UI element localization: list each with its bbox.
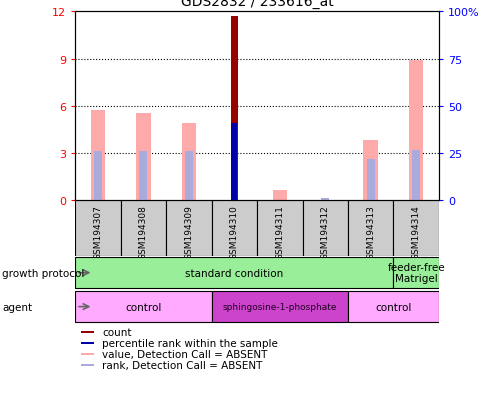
Bar <box>80 332 94 333</box>
Text: feeder-free
Matrigel: feeder-free Matrigel <box>387 262 444 284</box>
Bar <box>272 191 287 200</box>
Text: GSM194309: GSM194309 <box>184 205 193 259</box>
Text: GSM194307: GSM194307 <box>93 205 102 259</box>
Bar <box>393 200 438 256</box>
Text: GSM194308: GSM194308 <box>138 205 148 259</box>
Bar <box>411 150 420 200</box>
Text: percentile rank within the sample: percentile rank within the sample <box>102 338 278 348</box>
Bar <box>347 200 393 256</box>
Bar <box>393 258 438 288</box>
Text: standard condition: standard condition <box>185 268 283 278</box>
Bar <box>211 200 257 256</box>
Text: control: control <box>375 302 411 312</box>
Bar <box>121 200 166 256</box>
Bar <box>347 292 438 322</box>
Text: count: count <box>102 328 132 337</box>
Bar <box>75 292 211 322</box>
Bar <box>93 152 102 200</box>
Bar <box>363 141 377 200</box>
Bar <box>231 123 237 200</box>
Bar <box>166 200 211 256</box>
Bar <box>139 152 147 200</box>
Bar <box>75 258 393 288</box>
Text: value, Detection Call = ABSENT: value, Detection Call = ABSENT <box>102 349 267 359</box>
Bar <box>184 152 193 200</box>
Bar <box>80 364 94 366</box>
Bar <box>136 114 151 200</box>
Bar <box>408 61 423 200</box>
Bar <box>366 159 374 200</box>
Bar <box>320 199 329 200</box>
Text: sphingosine-1-phosphate: sphingosine-1-phosphate <box>222 302 336 311</box>
Bar <box>302 200 347 256</box>
Text: GSM194312: GSM194312 <box>320 205 329 259</box>
Text: control: control <box>125 302 161 312</box>
Bar <box>230 17 238 200</box>
Bar <box>91 111 105 200</box>
Bar <box>211 292 347 322</box>
Text: agent: agent <box>2 302 32 312</box>
Bar <box>75 200 121 256</box>
Text: GSM194313: GSM194313 <box>365 205 375 259</box>
Title: GDS2832 / 233616_at: GDS2832 / 233616_at <box>181 0 333 9</box>
Bar <box>181 123 196 200</box>
Bar <box>80 353 94 355</box>
Text: GSM194314: GSM194314 <box>411 205 420 259</box>
Text: rank, Detection Call = ABSENT: rank, Detection Call = ABSENT <box>102 360 262 370</box>
Text: GSM194311: GSM194311 <box>275 205 284 259</box>
Bar <box>80 342 94 344</box>
Text: GSM194310: GSM194310 <box>229 205 238 259</box>
Bar <box>257 200 302 256</box>
Text: growth protocol: growth protocol <box>2 268 85 278</box>
